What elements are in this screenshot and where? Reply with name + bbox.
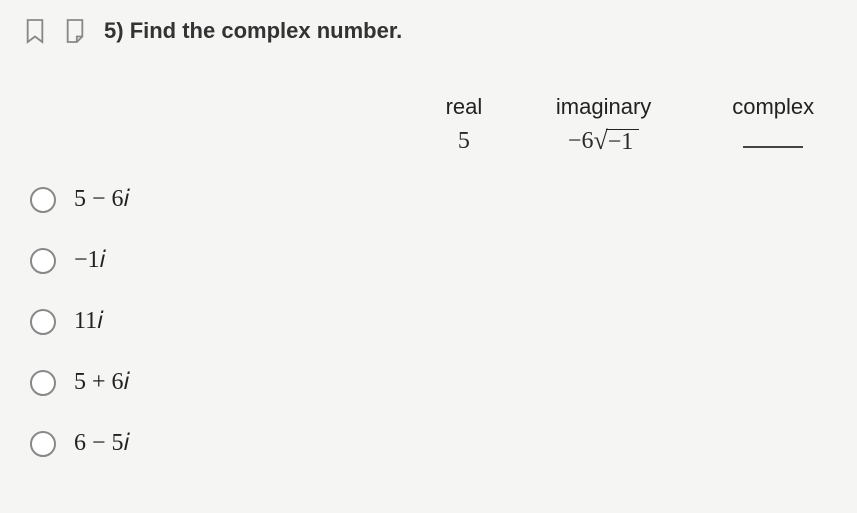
option-e-label: 6 − 5𝑖 bbox=[74, 430, 130, 457]
radio-a[interactable] bbox=[30, 187, 56, 213]
data-table: real imaginary complex 5 −6√−1 bbox=[434, 94, 833, 156]
option-a[interactable]: 5 − 6𝑖 bbox=[30, 186, 833, 213]
answer-options: 5 − 6𝑖 −1𝑖 11𝑖 5 + 6𝑖 6 − 5𝑖 bbox=[30, 186, 833, 457]
radio-c[interactable] bbox=[30, 309, 56, 335]
option-c[interactable]: 11𝑖 bbox=[30, 308, 833, 335]
header-complex: complex bbox=[713, 94, 833, 120]
option-b[interactable]: −1𝑖 bbox=[30, 247, 833, 274]
option-d[interactable]: 5 + 6𝑖 bbox=[30, 369, 833, 396]
table-value-row: 5 −6√−1 bbox=[434, 126, 833, 156]
header-imaginary: imaginary bbox=[534, 94, 674, 120]
option-d-label: 5 + 6𝑖 bbox=[74, 369, 130, 396]
question-prompt: Find the complex number. bbox=[130, 18, 403, 43]
blank-line bbox=[743, 146, 803, 148]
radio-b[interactable] bbox=[30, 248, 56, 274]
note-icon[interactable] bbox=[64, 18, 86, 44]
radio-e[interactable] bbox=[30, 431, 56, 457]
radio-d[interactable] bbox=[30, 370, 56, 396]
value-complex-blank bbox=[713, 128, 833, 155]
question-title: 5) Find the complex number. bbox=[104, 18, 402, 44]
value-imaginary: −6√−1 bbox=[534, 126, 674, 156]
imaginary-radicand: −1 bbox=[606, 129, 640, 154]
option-b-label: −1𝑖 bbox=[74, 247, 106, 274]
value-real: 5 bbox=[434, 128, 494, 155]
bookmark-icon[interactable] bbox=[24, 18, 46, 44]
option-e[interactable]: 6 − 5𝑖 bbox=[30, 430, 833, 457]
question-header: 5) Find the complex number. bbox=[24, 18, 833, 44]
option-c-label: 11𝑖 bbox=[74, 308, 103, 335]
option-a-label: 5 − 6𝑖 bbox=[74, 186, 130, 213]
imaginary-coeff: −6 bbox=[568, 128, 594, 155]
question-number: 5) bbox=[104, 18, 124, 43]
header-real: real bbox=[434, 94, 494, 120]
table-header-row: real imaginary complex bbox=[434, 94, 833, 120]
